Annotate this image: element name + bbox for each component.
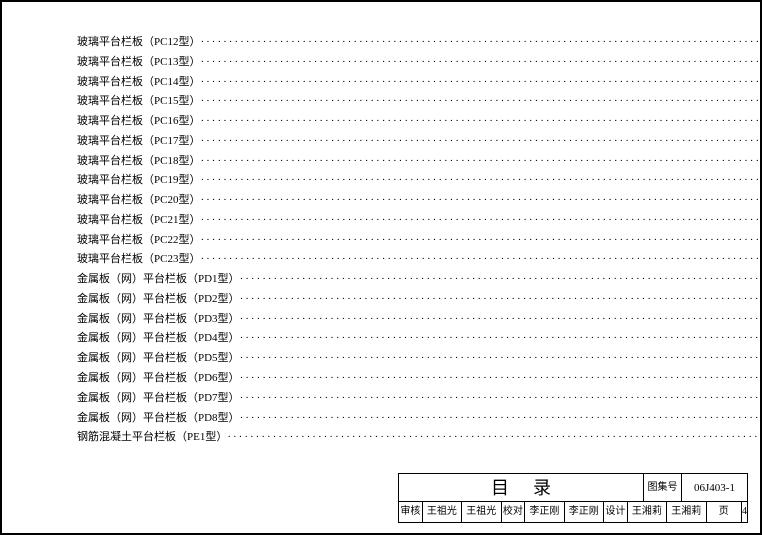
toc-row: 玻璃平台栏板（PC22型）···························… — [77, 230, 762, 250]
doc-title: 目录 — [399, 474, 644, 501]
check-name: 王祖光 — [423, 502, 462, 522]
toc-entry-title: 玻璃平台栏板（PC14型） — [77, 72, 200, 92]
toc-row: 钢筋混凝土平台栏板（PE1型）·························… — [77, 427, 762, 447]
toc-row: 金属板（网）平台栏板（PD5型）························… — [77, 348, 762, 368]
code-value: 06J403-1 — [682, 474, 747, 501]
toc-leader-dots: ········································… — [200, 32, 762, 52]
proof-label: 校对 — [502, 502, 526, 522]
title-block-bottom: 审核 王祖光 王祖光 校对 李正刚 李正刚 设计 王湘莉 王湘莉 页 4 — [399, 502, 747, 522]
toc-row: 玻璃平台栏板（PC19型）···························… — [77, 170, 762, 190]
design-name: 王湘莉 — [628, 502, 667, 522]
design-label: 设计 — [604, 502, 628, 522]
toc-entry-title: 玻璃平台栏板（PC17型） — [77, 131, 200, 151]
toc-row: 玻璃平台栏板（PC23型）···························… — [77, 249, 762, 269]
toc-row: 金属板（网）平台栏板（PD3型）························… — [77, 309, 762, 329]
toc-row: 金属板（网）平台栏板（PD4型）························… — [77, 328, 762, 348]
toc-entry-title: 玻璃平台栏板（PC22型） — [77, 230, 200, 250]
check-signature: 王祖光 — [462, 502, 501, 522]
toc-entry-title: 玻璃平台栏板（PC21型） — [77, 210, 200, 230]
toc-entry-title: 金属板（网）平台栏板（PD4型） — [77, 328, 240, 348]
toc-leader-dots: ········································… — [240, 408, 762, 428]
toc-leader-dots: ········································… — [240, 289, 762, 309]
toc-leader-dots: ········································… — [200, 91, 762, 111]
toc-leader-dots: ········································… — [227, 427, 762, 447]
toc-entry-title: 玻璃平台栏板（PC15型） — [77, 91, 200, 111]
toc-leader-dots: ········································… — [200, 230, 762, 250]
toc-leader-dots: ········································… — [200, 190, 762, 210]
toc-entry-title: 金属板（网）平台栏板（PD2型） — [77, 289, 240, 309]
toc-row: 玻璃平台栏板（PC21型）···························… — [77, 210, 762, 230]
toc-leader-dots: ········································… — [200, 210, 762, 230]
toc-entry-title: 金属板（网）平台栏板（PD5型） — [77, 348, 240, 368]
toc-row: 玻璃平台栏板（PC13型）···························… — [77, 52, 762, 72]
toc-row: 金属板（网）平台栏板（PD2型）························… — [77, 289, 762, 309]
toc-leader-dots: ········································… — [200, 170, 762, 190]
proof-signature: 李正刚 — [565, 502, 604, 522]
page-label: 页 — [707, 502, 742, 522]
code-label: 图集号 — [644, 474, 682, 501]
title-block-top: 目录 图集号 06J403-1 — [399, 474, 747, 502]
toc-leader-dots: ········································… — [240, 269, 762, 289]
toc-entry-title: 钢筋混凝土平台栏板（PE1型） — [77, 427, 227, 447]
toc-leader-dots: ········································… — [200, 52, 762, 72]
toc-leader-dots: ········································… — [240, 328, 762, 348]
toc-content: 玻璃平台栏板（PC12型）···························… — [2, 2, 760, 457]
toc-row: 金属板（网）平台栏板（PD6型）························… — [77, 368, 762, 388]
toc-entry-title: 玻璃平台栏板（PC23型） — [77, 249, 200, 269]
toc-leader-dots: ········································… — [200, 249, 762, 269]
toc-leader-dots: ········································… — [200, 72, 762, 92]
toc-entry-title: 金属板（网）平台栏板（PD6型） — [77, 368, 240, 388]
title-block: 目录 图集号 06J403-1 审核 王祖光 王祖光 校对 李正刚 李正刚 设计… — [398, 473, 748, 523]
proof-name: 李正刚 — [525, 502, 564, 522]
design-signature: 王湘莉 — [667, 502, 706, 522]
toc-row: 金属板（网）平台栏板（PD7型）························… — [77, 388, 762, 408]
toc-left-column: 玻璃平台栏板（PC12型）···························… — [77, 32, 762, 447]
toc-entry-title: 玻璃平台栏板（PC12型） — [77, 32, 200, 52]
toc-row: 玻璃平台栏板（PC18型）···························… — [77, 151, 762, 171]
toc-row: 金属板（网）平台栏板（PD8型）························… — [77, 408, 762, 428]
toc-entry-title: 玻璃平台栏板（PC18型） — [77, 151, 200, 171]
toc-row: 玻璃平台栏板（PC17型）···························… — [77, 131, 762, 151]
page-number: 4 — [742, 502, 747, 522]
toc-leader-dots: ········································… — [240, 368, 762, 388]
toc-entry-title: 金属板（网）平台栏板（PD8型） — [77, 408, 240, 428]
toc-leader-dots: ········································… — [240, 388, 762, 408]
toc-row: 玻璃平台栏板（PC15型）···························… — [77, 91, 762, 111]
toc-row: 玻璃平台栏板（PC16型）···························… — [77, 111, 762, 131]
toc-leader-dots: ········································… — [200, 131, 762, 151]
toc-leader-dots: ········································… — [240, 309, 762, 329]
toc-row: 玻璃平台栏板（PC12型）···························… — [77, 32, 762, 52]
toc-entry-title: 玻璃平台栏板（PC20型） — [77, 190, 200, 210]
toc-entry-title: 金属板（网）平台栏板（PD3型） — [77, 309, 240, 329]
toc-entry-title: 玻璃平台栏板（PC13型） — [77, 52, 200, 72]
check-label: 审核 — [399, 502, 423, 522]
toc-entry-title: 玻璃平台栏板（PC16型） — [77, 111, 200, 131]
toc-entry-title: 金属板（网）平台栏板（PD1型） — [77, 269, 240, 289]
toc-leader-dots: ········································… — [240, 348, 762, 368]
toc-row: 金属板（网）平台栏板（PD1型）························… — [77, 269, 762, 289]
toc-row: 玻璃平台栏板（PC20型）···························… — [77, 190, 762, 210]
toc-row: 玻璃平台栏板（PC14型）···························… — [77, 72, 762, 92]
toc-entry-title: 玻璃平台栏板（PC19型） — [77, 170, 200, 190]
toc-leader-dots: ········································… — [200, 111, 762, 131]
toc-entry-title: 金属板（网）平台栏板（PD7型） — [77, 388, 240, 408]
toc-leader-dots: ········································… — [200, 151, 762, 171]
